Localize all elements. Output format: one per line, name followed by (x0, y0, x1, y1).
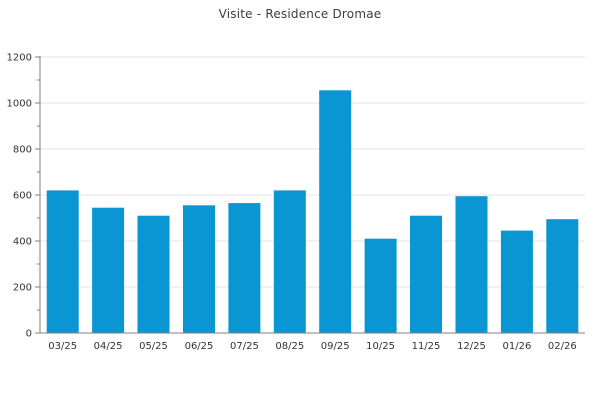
x-tick-label: 10/25 (366, 341, 395, 352)
y-tick-label: 200 (13, 283, 32, 294)
chart-title: Visite - Residence Dromae (218, 7, 382, 21)
x-tick-label: 09/25 (321, 341, 350, 352)
bar (410, 215, 442, 333)
x-tick-label: 01/26 (502, 341, 531, 352)
x-tick-label: 08/25 (275, 341, 304, 352)
x-tick-label: 05/25 (139, 341, 168, 352)
bar (319, 90, 352, 333)
y-tick-label: 800 (13, 145, 32, 156)
y-tick-label: 600 (13, 191, 32, 202)
x-tick-label: 03/25 (48, 341, 77, 352)
bar (183, 205, 215, 333)
bar (546, 219, 579, 333)
bar (500, 230, 533, 333)
y-tick-label: 1000 (7, 99, 32, 110)
x-tick-label: 11/25 (412, 341, 441, 352)
x-tick-label: 06/25 (185, 341, 214, 352)
bar (364, 238, 397, 333)
y-tick-label: 0 (26, 329, 32, 340)
bar (228, 203, 261, 333)
bar (92, 207, 125, 333)
x-tick-label: 04/25 (94, 341, 123, 352)
bar (46, 190, 79, 333)
x-tick-label: 07/25 (230, 341, 259, 352)
bar (137, 215, 170, 333)
x-tick-label: 02/26 (548, 341, 577, 352)
bar (273, 190, 306, 333)
x-tick-label: 12/25 (457, 341, 486, 352)
y-tick-label: 400 (13, 237, 32, 248)
y-tick-label: 1200 (7, 53, 32, 64)
bar (455, 196, 488, 333)
